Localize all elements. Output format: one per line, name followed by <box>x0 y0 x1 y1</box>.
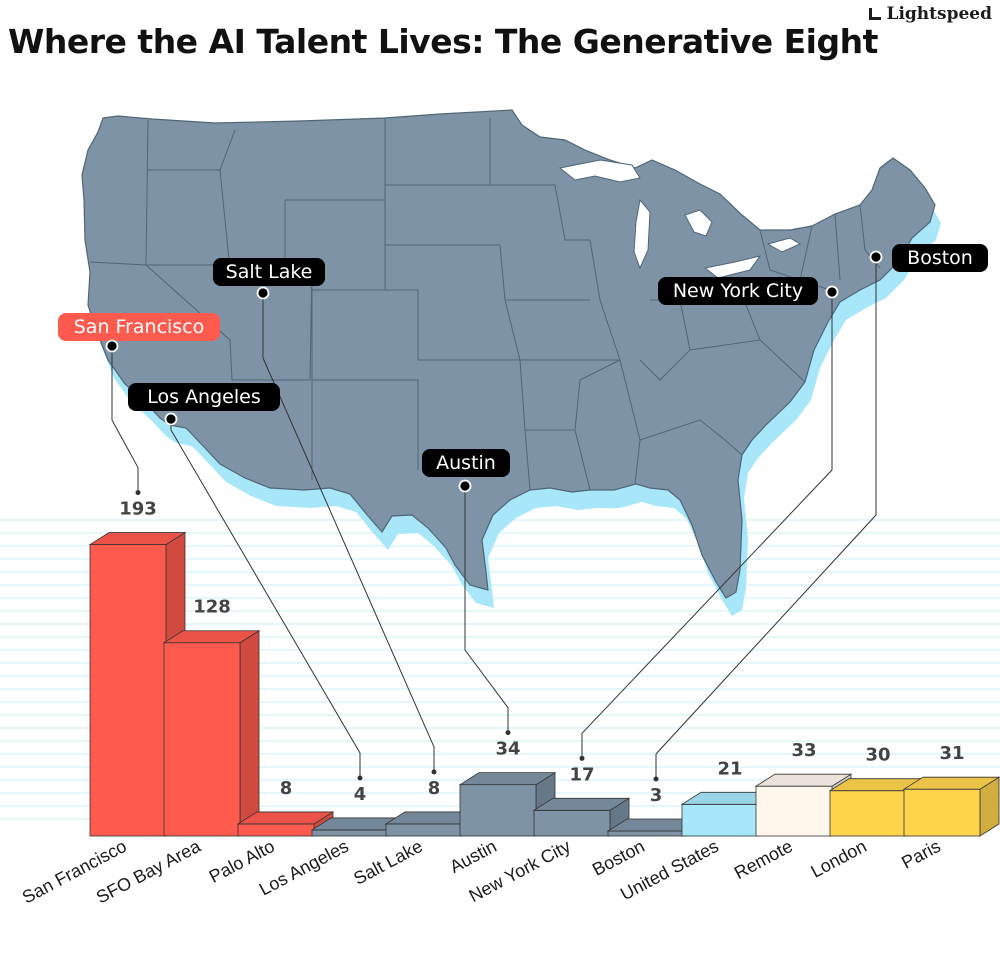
leader-line-austin <box>464 486 509 733</box>
value-label-united-states: 21 <box>717 758 742 779</box>
city-pill-los-angeles <box>128 383 280 411</box>
city-pin-new-york-city <box>825 285 839 299</box>
page-title: Where the AI Talent Lives: The Generativ… <box>8 22 878 61</box>
us-map <box>81 109 941 616</box>
value-label-sfo-bay-area: 128 <box>193 597 231 618</box>
leader-line-boston <box>655 257 877 779</box>
bar-front <box>89 544 167 837</box>
leader-end-salt-lake <box>431 769 437 775</box>
city-marker-austin: Austin <box>422 449 510 493</box>
city-marker-boston: Boston <box>869 244 988 272</box>
value-label-los-angeles: 4 <box>354 784 367 805</box>
bar-front <box>311 829 389 837</box>
value-label-palo-alto: 8 <box>280 778 293 799</box>
us-map-land <box>81 109 936 599</box>
category-label-london: London <box>807 836 869 882</box>
bar-top <box>236 811 335 825</box>
category-label-salt-lake: Salt Lake <box>350 836 426 889</box>
bar-top <box>532 797 631 811</box>
state-borders <box>89 118 881 491</box>
city-pill-boston <box>892 244 988 272</box>
city-label-austin: Austin <box>436 452 496 474</box>
leader-end-los-angeles <box>357 775 363 781</box>
bar-sfo-bay-area <box>162 629 261 837</box>
bar-side <box>239 629 260 837</box>
bar-front <box>903 788 981 837</box>
city-pin-boston <box>869 250 883 264</box>
bar-top <box>458 772 557 786</box>
value-label-remote: 33 <box>791 740 816 761</box>
bar-paris <box>902 776 1000 837</box>
bar-front <box>755 785 833 837</box>
city-pins: Salt Lake San Francisco Los Angeles Austin N… <box>58 244 988 493</box>
value-label-london: 30 <box>865 745 890 766</box>
category-label-remote: Remote <box>731 836 796 883</box>
city-pin-salt-lake <box>256 286 270 300</box>
bar-top <box>902 776 1000 790</box>
bar-top <box>162 630 261 644</box>
city-pin-san-francisco <box>105 339 119 353</box>
city-pin-los-angeles <box>164 412 178 426</box>
great-lakes <box>558 159 802 279</box>
leader-end-new-york-city <box>579 755 585 761</box>
value-label-san-francisco: 193 <box>119 499 157 520</box>
city-label-boston: Boston <box>907 247 973 269</box>
city-label-los-angeles: Los Angeles <box>147 386 260 408</box>
value-label-new-york-city: 17 <box>569 764 594 785</box>
bar-front <box>607 830 685 837</box>
bar-top <box>88 532 187 545</box>
bar-top <box>754 773 853 787</box>
city-marker-new-york-city: New York City <box>658 277 839 305</box>
city-marker-los-angeles: Los Angeles <box>128 383 280 426</box>
leader-line-salt-lake <box>262 293 435 772</box>
bar-palo-alto <box>236 811 335 837</box>
bar-front <box>237 823 315 837</box>
category-label-austin: Austin <box>446 836 500 877</box>
bars <box>88 531 1000 837</box>
leader-end-boston <box>653 776 659 782</box>
city-marker-salt-lake: Salt Lake <box>213 258 325 300</box>
bar-new-york-city <box>532 797 631 837</box>
city-marker-san-francisco: San Francisco <box>58 313 220 353</box>
city-label-new-york-city: New York City <box>673 280 803 302</box>
leader-end-austin <box>505 730 511 736</box>
city-label-san-francisco: San Francisco <box>74 316 205 338</box>
city-label-salt-lake: Salt Lake <box>226 261 313 283</box>
lightspeed-icon <box>868 8 881 20</box>
bar-front <box>459 784 537 837</box>
leader-line-new-york-city <box>581 292 833 759</box>
bar-front <box>829 790 907 837</box>
bar-front <box>681 803 759 837</box>
city-pill-austin <box>422 449 510 477</box>
city-pill-salt-lake <box>213 258 325 286</box>
bar-front <box>533 809 611 837</box>
value-labels: 193 128 8 4 8 34 17 3 21 33 30 31 <box>119 499 964 806</box>
value-label-austin: 34 <box>495 739 520 760</box>
city-pill-san-francisco <box>58 313 220 341</box>
category-label-boston: Boston <box>589 836 648 880</box>
brand-logo: Lightspeed <box>868 4 993 24</box>
leader-line-san-francisco <box>111 346 139 493</box>
category-label-paris: Paris <box>898 836 944 873</box>
bar-front <box>163 642 241 837</box>
value-label-paris: 31 <box>939 743 964 764</box>
value-label-boston: 3 <box>650 785 663 806</box>
city-pin-austin <box>458 479 472 493</box>
brand-name: Lightspeed <box>886 4 993 24</box>
value-label-salt-lake: 8 <box>428 778 441 799</box>
city-pill-new-york-city <box>658 277 818 305</box>
leader-end-san-francisco <box>135 490 141 496</box>
bar-front <box>385 823 463 837</box>
